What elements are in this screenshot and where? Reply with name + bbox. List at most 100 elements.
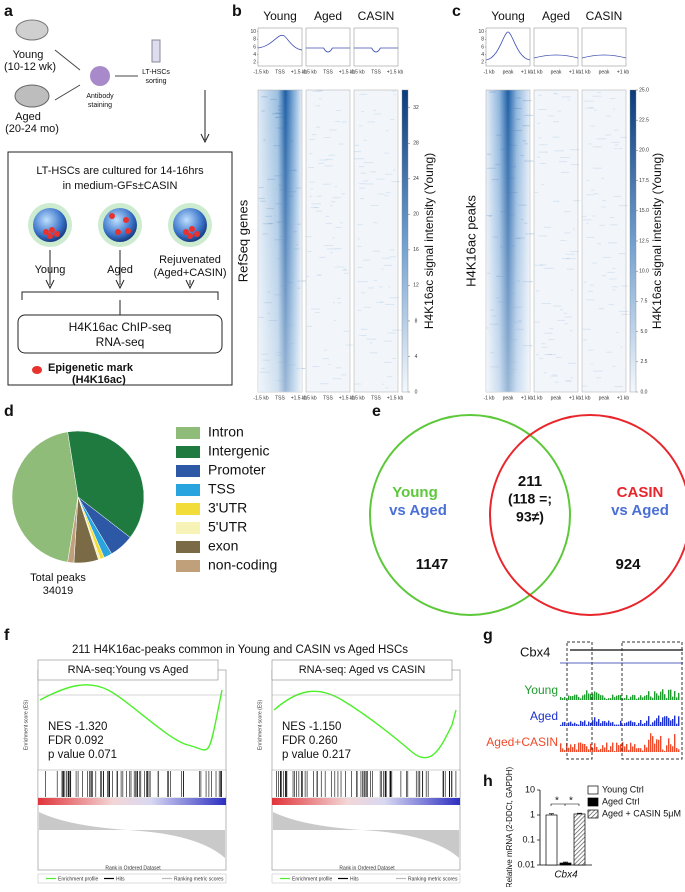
track-signal (662, 749, 664, 752)
track-signal (576, 723, 578, 726)
heatmap-texture (373, 279, 378, 281)
plot-title-box (37, 659, 219, 681)
track-signal (580, 720, 582, 726)
legend-swatch (176, 427, 200, 439)
heatmap-texture (620, 136, 627, 138)
heatmap-texture (354, 383, 362, 385)
hits-box (271, 769, 461, 799)
track-signal (602, 721, 604, 726)
track-signal (582, 721, 584, 726)
track-signal (662, 717, 664, 726)
heatmap-texture (586, 236, 594, 238)
track-signal (602, 695, 604, 700)
heatmap-texture (569, 330, 573, 332)
track-signal (634, 695, 636, 700)
heatmap-texture (621, 313, 631, 315)
legend-swatch (587, 797, 599, 807)
track-signal (638, 747, 640, 752)
heatmap-texture (525, 233, 535, 235)
heatmap-texture (369, 342, 373, 344)
heatmap-texture (560, 171, 570, 173)
mouse-icon (15, 19, 49, 41)
heatmap-texture (570, 377, 574, 379)
legend-swatch (176, 522, 200, 534)
track-signal (660, 691, 662, 700)
track-signal (650, 733, 652, 752)
heatmap-texture (383, 340, 392, 342)
heatmap-axis-label: peak (599, 395, 610, 401)
heatmap-texture (601, 275, 606, 277)
heatmap-texture (337, 302, 342, 304)
track-signal (664, 750, 666, 752)
heatmap-texture (319, 159, 328, 161)
colorbar-tick-label: 0.0 (641, 389, 648, 395)
group-label: Aged (15, 111, 41, 123)
track-signal (656, 718, 658, 726)
heatmap-texture (343, 330, 349, 332)
heatmap-texture (373, 109, 377, 111)
track-signal (598, 693, 600, 700)
track-signal (604, 721, 606, 726)
heatmap-texture (592, 95, 602, 97)
heatmap-texture (360, 292, 366, 294)
heatmap-texture (341, 374, 347, 376)
heatmap-texture (361, 111, 365, 113)
highlight-box (566, 641, 593, 760)
track-signal (590, 722, 592, 726)
heatmap-texture (315, 126, 321, 128)
track-signal (676, 748, 678, 752)
colorbar-tick-label: 16 (413, 247, 419, 253)
track-signal (630, 696, 632, 700)
track-signal (676, 723, 678, 726)
heatmap-texture (359, 93, 368, 95)
panel-label: c (452, 3, 461, 20)
heatmap-texture (309, 195, 313, 197)
track-signal (668, 689, 670, 700)
column-header: Aged (542, 9, 570, 23)
heatmap-texture (602, 200, 607, 202)
panel-label: b (232, 3, 242, 20)
heatmap-texture (618, 205, 629, 207)
heatmap-texture (359, 334, 367, 336)
legend-swatch (176, 541, 200, 553)
heatmap-texture (538, 137, 542, 139)
track-signal (632, 722, 634, 726)
sorter-icon (151, 39, 161, 63)
profile-tick-label: 4 (253, 52, 256, 58)
track-signal (620, 695, 622, 700)
track-signal (620, 744, 622, 752)
heatmap-texture (324, 349, 328, 351)
heatmap-texture (385, 303, 395, 305)
stat-text: FDR 0.260 (282, 735, 338, 747)
track-signal (604, 747, 606, 752)
heatmap-texture (569, 251, 579, 253)
heatmap-texture (322, 183, 331, 185)
heatmap-axis-label: TSS (371, 395, 381, 401)
heatmap-texture (596, 138, 607, 140)
heatmap-texture (392, 358, 397, 360)
track-signal (586, 724, 588, 726)
heatmap-texture (609, 216, 615, 218)
track-signal (610, 698, 612, 700)
box-text: LT-HSCs are cultured for 14-16hrs (36, 165, 204, 177)
heatmap-texture (391, 181, 401, 183)
heatmap-texture (566, 258, 576, 260)
rank-bar (38, 798, 226, 805)
heatmap-texture (309, 153, 313, 155)
heatmap-texture (368, 287, 375, 289)
heatmap-axis-label: -1 kb (579, 395, 590, 401)
track-signal (592, 748, 594, 752)
heatmap-texture (547, 354, 556, 356)
stat-text: FDR 0.092 (48, 735, 104, 747)
row-label: H4K16ac peaks (463, 195, 478, 287)
cell-label: Aged (107, 264, 133, 276)
track-signal (674, 715, 676, 726)
heatmap-texture (555, 356, 562, 358)
track-signal (610, 746, 612, 752)
profile-axis-label: +1.5 kb (339, 69, 356, 75)
colorbar-tick-label: 8 (415, 318, 418, 324)
heatmap-texture (334, 120, 341, 122)
cells-icon (90, 66, 110, 86)
profile-axis-label: +1.5 kb (387, 69, 404, 75)
track-signal (600, 723, 602, 726)
